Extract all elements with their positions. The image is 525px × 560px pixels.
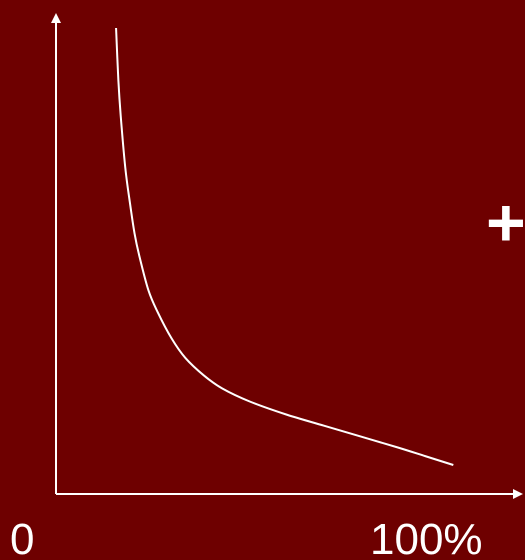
plus-sign: + — [486, 185, 525, 261]
x-tick-label-end: 100% — [370, 515, 483, 560]
x-tick-label-start: 0 — [10, 515, 34, 560]
series-line — [115, 27, 454, 466]
